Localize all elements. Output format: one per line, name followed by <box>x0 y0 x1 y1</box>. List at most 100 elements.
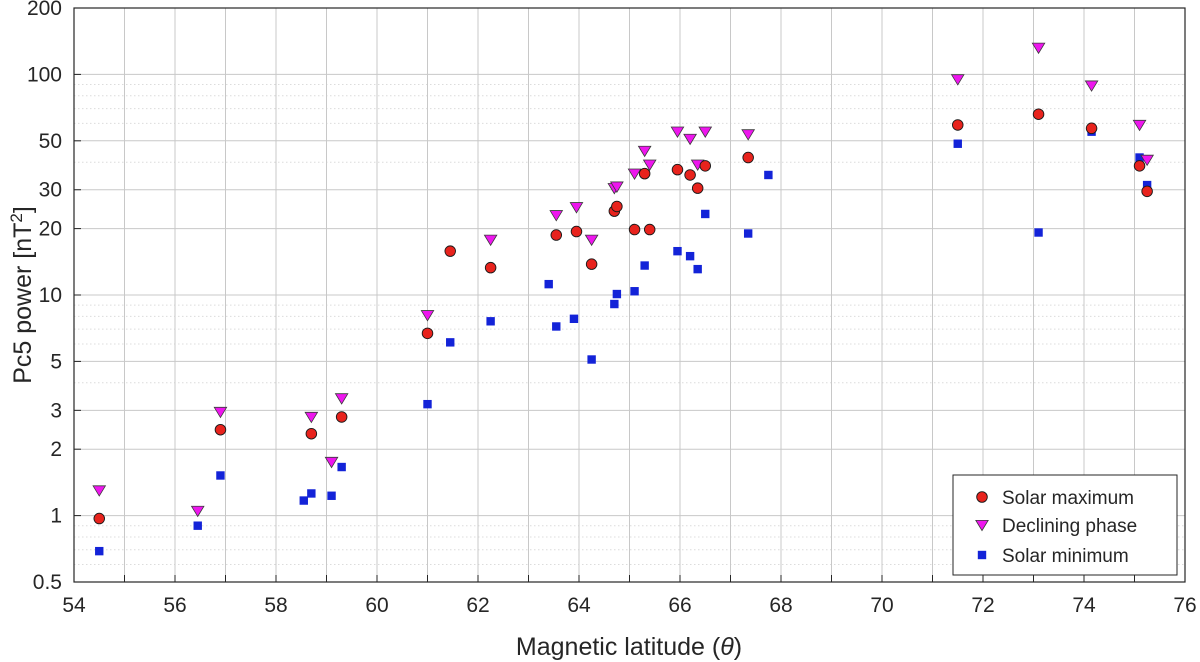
solar-maximum-point <box>585 258 598 270</box>
declining-phase-point <box>637 145 652 158</box>
declining-phase-point <box>92 485 107 497</box>
solar-maximum-point <box>611 200 623 213</box>
solar-maximum-point <box>550 229 563 241</box>
y-tick-label: 0.5 <box>33 571 62 594</box>
solar-maximum-point <box>421 327 434 340</box>
solar-minimum-point <box>569 314 579 324</box>
y-tick-label: 30 <box>39 179 62 202</box>
solar-minimum-point <box>423 399 432 409</box>
declining-phase-point <box>213 406 228 419</box>
declining-phase-point <box>1132 119 1147 132</box>
solar-minimum-point <box>743 229 753 238</box>
legend-label: Solar minimum <box>1002 546 1129 567</box>
solar-minimum-point <box>612 289 622 299</box>
solar-minimum-point <box>299 496 308 505</box>
solar-minimum-point <box>1142 180 1152 190</box>
solar-minimum-point <box>544 279 553 289</box>
solar-maximum-point <box>628 223 641 236</box>
legend: Solar maximum Declining phase Solar minimu… <box>952 474 1178 576</box>
declining-phase-point <box>683 133 698 146</box>
solar-minimum-point <box>630 287 639 296</box>
solar-minimum-point <box>95 546 104 556</box>
x-axis: 54 56 58 60 62 64 66 68 70 72 74 76 <box>62 575 1197 617</box>
solar-maximum-point <box>335 411 348 423</box>
solar-minimum-point <box>1135 153 1144 162</box>
solar-minimum-point <box>327 491 336 500</box>
solar-minimum-point <box>587 355 596 364</box>
declining-phase-point <box>1140 154 1155 167</box>
declining-phase-point <box>584 234 599 247</box>
solar-maximum-point <box>952 119 964 131</box>
declining-phase-point <box>1084 80 1099 92</box>
solar-maximum-point <box>742 151 754 164</box>
solar-maximum-point <box>1141 185 1153 198</box>
x-tick-label: 66 <box>668 594 691 617</box>
solar-minimum-point <box>685 251 695 261</box>
x-tick-label: 74 <box>1072 594 1096 617</box>
solar-minimum-point <box>701 209 710 219</box>
solar-minimum-point <box>640 261 649 270</box>
y-axis-label: Pc5 power [nT2] <box>7 206 38 384</box>
solar-minimum-point <box>337 462 346 472</box>
y-tick-label: 1 <box>50 505 62 528</box>
legend-marker-solar-minimum <box>977 550 987 560</box>
x-tick-label: 76 <box>1173 594 1196 617</box>
y-tick-label: 10 <box>39 284 62 307</box>
declining-phase-point <box>569 202 584 214</box>
x-tick-label: 54 <box>62 594 86 617</box>
y-tick-label: 100 <box>27 63 62 86</box>
solar-minimum-point <box>953 139 962 148</box>
solar-minimum-point <box>693 264 702 274</box>
declining-phase-point <box>698 126 713 139</box>
solar-minimum-point <box>446 338 455 347</box>
x-tick-label: 72 <box>971 594 994 617</box>
y-tick-label: 5 <box>50 350 62 373</box>
solar-maximum-point <box>1085 122 1098 135</box>
solar-minimum-point <box>193 521 202 530</box>
solar-minimum-point <box>486 317 495 326</box>
x-tick-label: 64 <box>567 594 591 617</box>
solar-maximum-point <box>214 423 227 436</box>
declining-phase-point <box>420 310 435 322</box>
y-tick-label: 200 <box>27 0 62 20</box>
solar-maximum-point <box>305 427 318 440</box>
y-tick-label: 20 <box>39 218 62 241</box>
solar-minimum-point <box>307 489 316 498</box>
declining-phase-point <box>642 159 657 171</box>
solar-maximum-point <box>643 223 656 236</box>
declining-phase-point <box>950 74 965 86</box>
x-tick-label: 60 <box>365 594 388 617</box>
legend-label: Solar maximum <box>1002 488 1134 509</box>
declining-phase-point <box>334 393 349 405</box>
declining-phase-point <box>1031 42 1046 55</box>
solar-maximum-point <box>93 512 105 525</box>
solar-maximum-point <box>444 245 456 257</box>
declining-phase-point <box>483 234 498 247</box>
solar-minimum-point <box>764 170 773 180</box>
declining-phase-point <box>670 126 685 139</box>
x-axis-label: Magnetic latitude (θ) <box>516 633 742 661</box>
declining-phase-point <box>627 168 642 180</box>
y-tick-label: 2 <box>50 438 62 461</box>
y-tick-label: 3 <box>50 399 62 422</box>
solar-maximum-point <box>691 182 704 194</box>
legend-marker-declining-phase <box>975 519 989 532</box>
declining-phase-point <box>609 181 624 193</box>
solar-maximum-point <box>684 169 696 181</box>
x-tick-label: 62 <box>466 594 489 617</box>
solar-maximum-point <box>1032 108 1045 120</box>
solar-maximum-point <box>484 261 497 274</box>
x-tick-label: 56 <box>163 594 186 617</box>
x-tick-label: 70 <box>870 594 893 617</box>
declining-phase-point <box>190 505 205 518</box>
declining-phase-point <box>549 210 564 222</box>
solar-minimum-point <box>552 322 561 331</box>
solar-minimum-point <box>610 299 619 309</box>
solar-maximum-point <box>699 160 712 172</box>
declining-phase-point <box>741 129 756 141</box>
solar-maximum-point <box>1133 160 1146 172</box>
legend-marker-solar-maximum <box>976 491 988 503</box>
solar-maximum-point <box>671 163 684 176</box>
solar-maximum-point <box>638 167 651 180</box>
